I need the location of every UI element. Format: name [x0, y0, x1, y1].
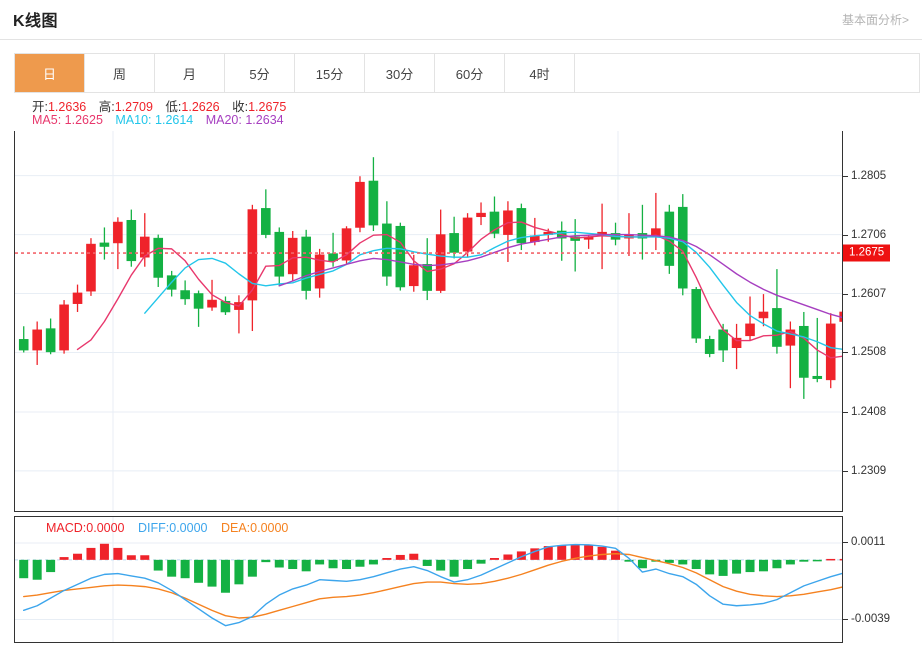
ma10-value: 1.2614 [155, 113, 194, 127]
price-axis-tick-4: 1.2408 [843, 406, 886, 418]
high-label: 高: [98, 100, 115, 114]
macd-axis-tick-1: -0.0039 [843, 613, 890, 625]
ma20-value: 1.2634 [245, 113, 284, 127]
tab-0[interactable]: 日 [15, 54, 85, 92]
price-chart-panel[interactable] [14, 131, 843, 512]
low-value: 1.2626 [181, 100, 220, 114]
axis-tick-mark [843, 411, 848, 413]
fundamental-analysis-link[interactable]: 基本面分析> [841, 13, 909, 27]
axis-tick-mark [843, 618, 848, 620]
ohlc-row: 开:1.2636 高:1.2709 低:1.2626 收:1.2675 [32, 96, 286, 115]
timeframe-tabbar: 日周月 5分 15分 30分 60分 4时 [14, 53, 920, 93]
ma-row: MA5: 1.2625 MA10: 1.2614 MA20: 1.2634 [32, 113, 284, 127]
ma5-value: 1.2625 [64, 113, 103, 127]
axis-tick-mark [843, 470, 848, 472]
tab-4[interactable]: 15分 [295, 54, 365, 92]
price-axis-tick-2: 1.2607 [843, 288, 886, 300]
macd-legend: MACD:0.0000 DIFF:0.0000 DEA:0.0000 [46, 521, 288, 535]
low-label: 低: [165, 100, 182, 114]
price-axis-tick-0: 1.2805 [843, 170, 886, 182]
axis-tick-mark [843, 542, 848, 543]
dea-value: 0.0000 [250, 521, 289, 535]
macd-chart-panel[interactable] [14, 516, 843, 643]
macd-axis-tick-0: 0.0011 [843, 536, 885, 548]
diff-value: 0.0000 [169, 521, 208, 535]
tab-2[interactable]: 月 [155, 54, 225, 92]
ma5-label: MA5: [32, 113, 62, 127]
ma10-label: MA10: [115, 113, 152, 127]
tab-1[interactable]: 周 [85, 54, 155, 92]
tab-6[interactable]: 60分 [435, 54, 505, 92]
tab-3[interactable]: 5分 [225, 54, 295, 92]
axis-tick-mark [843, 175, 848, 177]
price-axis-tick-3: 1.2508 [843, 346, 886, 358]
current-price-badge: 1.2675 [843, 244, 891, 262]
open-label: 开: [32, 100, 48, 114]
high-value: 1.2709 [114, 100, 153, 114]
price-axis-tick-1: 1.2706 [843, 229, 886, 241]
tab-5[interactable]: 30分 [365, 54, 435, 92]
macd-histogram-svg [15, 517, 842, 642]
tabbar-filler [575, 54, 920, 92]
open-value: 1.2636 [47, 100, 87, 114]
diff-label: DIFF: [138, 521, 170, 535]
macd-value: 0.0000 [86, 521, 125, 535]
ma20-label: MA20: [205, 113, 242, 127]
axis-tick-mark [843, 352, 848, 354]
close-value: 1.2675 [248, 100, 287, 114]
quote-info-box: 开:1.2636 高:1.2709 低:1.2626 收:1.2675 MA5:… [14, 93, 857, 131]
macd-plot [15, 517, 842, 642]
dea-label: DEA: [220, 521, 251, 535]
page-header: K线图 基本面分析> [0, 0, 922, 40]
price-candlestick-svg [15, 131, 842, 511]
tab-7[interactable]: 4时 [505, 54, 575, 92]
axis-tick-mark [843, 234, 848, 236]
price-plot [15, 131, 842, 511]
close-label: 收: [232, 100, 249, 114]
axis-tick-mark [843, 293, 848, 295]
macd-label: MACD: [46, 521, 87, 535]
page-title: K线图 [13, 13, 59, 30]
price-axis-tick-5: 1.2309 [843, 465, 886, 477]
